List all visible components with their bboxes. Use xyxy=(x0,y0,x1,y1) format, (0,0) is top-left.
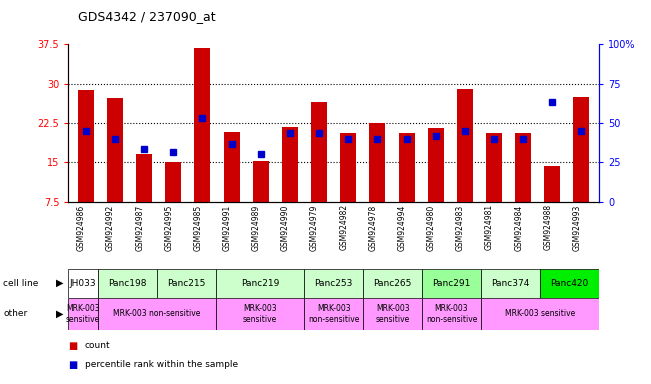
Bar xyxy=(68,298,98,330)
Text: MRK-003
sensitive: MRK-003 sensitive xyxy=(243,304,277,324)
Text: Panc420: Panc420 xyxy=(550,279,589,288)
Bar xyxy=(481,269,540,298)
Text: MRK-003
non-sensitive: MRK-003 non-sensitive xyxy=(308,304,359,324)
Text: GSM924989: GSM924989 xyxy=(252,204,261,250)
Text: GSM924994: GSM924994 xyxy=(398,204,406,251)
Bar xyxy=(304,298,363,330)
Bar xyxy=(78,90,94,202)
Text: GSM924993: GSM924993 xyxy=(572,204,581,251)
Bar xyxy=(481,298,599,330)
Text: GSM924984: GSM924984 xyxy=(514,204,523,250)
Text: GSM924991: GSM924991 xyxy=(223,204,232,250)
Bar xyxy=(544,166,561,202)
Bar xyxy=(457,89,473,202)
Bar xyxy=(165,162,182,202)
Text: GSM924986: GSM924986 xyxy=(77,204,86,250)
Text: count: count xyxy=(85,341,110,350)
Bar xyxy=(107,98,123,202)
Bar xyxy=(195,48,210,202)
Bar xyxy=(428,128,444,202)
Text: GSM924995: GSM924995 xyxy=(164,204,173,251)
Bar xyxy=(369,123,385,202)
Text: GSM924987: GSM924987 xyxy=(135,204,144,250)
Text: MRK-003 non-sensitive: MRK-003 non-sensitive xyxy=(113,310,201,318)
Bar xyxy=(253,161,269,202)
Text: ■: ■ xyxy=(68,360,77,370)
Text: GSM924982: GSM924982 xyxy=(339,204,348,250)
Bar xyxy=(311,102,327,202)
Bar xyxy=(223,132,240,202)
Text: ■: ■ xyxy=(68,341,77,351)
Text: Panc291: Panc291 xyxy=(432,279,471,288)
Text: JH033: JH033 xyxy=(70,279,96,288)
Text: Panc219: Panc219 xyxy=(241,279,279,288)
Text: GSM924983: GSM924983 xyxy=(456,204,465,250)
Bar xyxy=(98,298,215,330)
Text: other: other xyxy=(3,310,27,318)
Text: Panc198: Panc198 xyxy=(108,279,146,288)
Bar xyxy=(574,97,589,202)
Bar xyxy=(215,269,304,298)
Text: Panc253: Panc253 xyxy=(314,279,353,288)
Text: Panc374: Panc374 xyxy=(492,279,530,288)
Bar xyxy=(304,269,363,298)
Bar xyxy=(422,298,481,330)
Text: GSM924985: GSM924985 xyxy=(193,204,202,250)
Bar xyxy=(363,298,422,330)
Text: GSM924981: GSM924981 xyxy=(485,204,494,250)
Text: Panc265: Panc265 xyxy=(374,279,412,288)
Text: cell line: cell line xyxy=(3,279,38,288)
Text: GSM924979: GSM924979 xyxy=(310,204,319,251)
Bar xyxy=(157,269,215,298)
Text: Panc215: Panc215 xyxy=(167,279,206,288)
Text: MRK-003
non-sensitive: MRK-003 non-sensitive xyxy=(426,304,477,324)
Bar xyxy=(422,269,481,298)
Bar xyxy=(340,133,356,202)
Text: percentile rank within the sample: percentile rank within the sample xyxy=(85,360,238,369)
Text: MRK-003
sensitive: MRK-003 sensitive xyxy=(376,304,409,324)
Text: GDS4342 / 237090_at: GDS4342 / 237090_at xyxy=(78,10,215,23)
Text: MRK-003 sensitive: MRK-003 sensitive xyxy=(505,310,575,318)
Text: MRK-003
sensitive: MRK-003 sensitive xyxy=(66,304,100,324)
Bar xyxy=(136,154,152,202)
Text: GSM924988: GSM924988 xyxy=(544,204,552,250)
Bar xyxy=(363,269,422,298)
Text: ▶: ▶ xyxy=(56,309,64,319)
Text: GSM924978: GSM924978 xyxy=(368,204,378,250)
Text: ▶: ▶ xyxy=(56,278,64,288)
Bar xyxy=(515,133,531,202)
Bar xyxy=(98,269,157,298)
Bar xyxy=(215,298,304,330)
Text: GSM924980: GSM924980 xyxy=(426,204,436,250)
Text: GSM924992: GSM924992 xyxy=(106,204,115,250)
Bar xyxy=(486,133,502,202)
Bar xyxy=(282,127,298,202)
Bar xyxy=(68,269,98,298)
Bar xyxy=(540,269,599,298)
Bar xyxy=(398,133,415,202)
Text: GSM924990: GSM924990 xyxy=(281,204,290,251)
